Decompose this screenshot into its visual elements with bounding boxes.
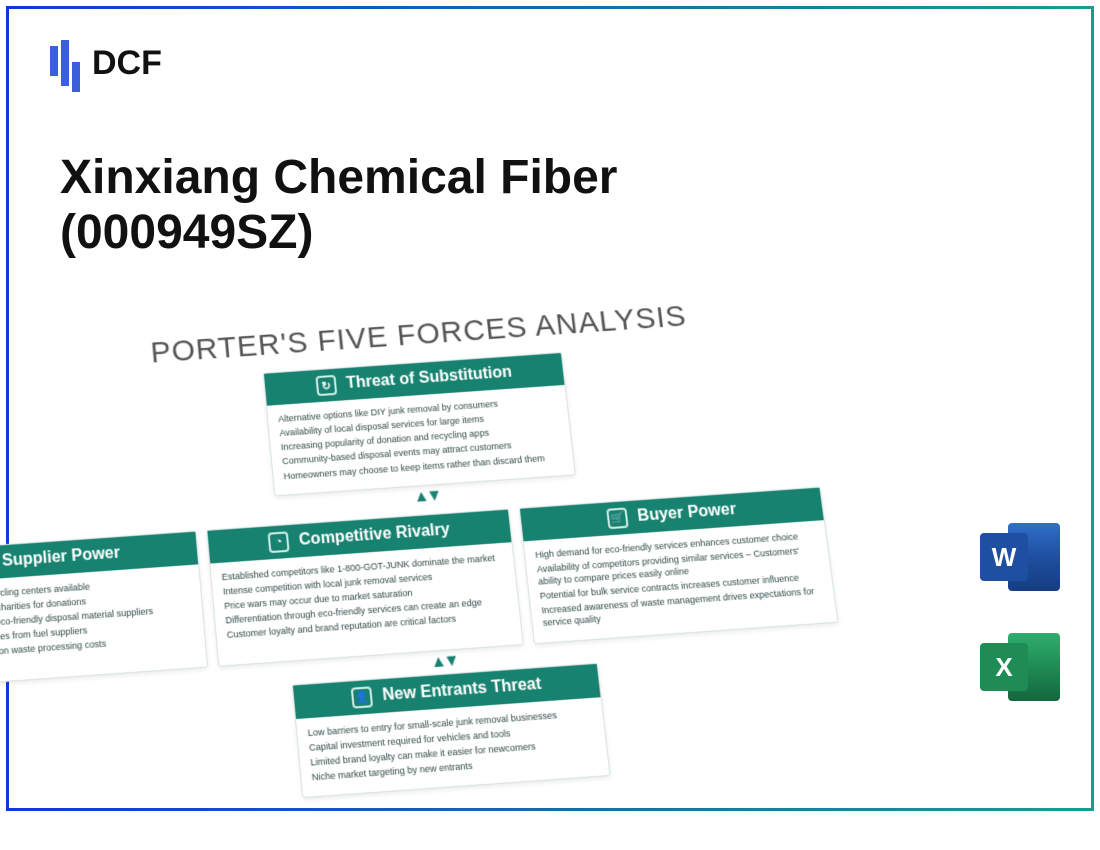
card-rivalry-title: Competitive Rivalry [298,521,451,550]
buyer-icon: 🛒 [606,507,629,529]
title-line-2: (000949SZ) [60,205,617,260]
word-icon-letter: W [980,533,1028,581]
card-substitution: ↻ Threat of Substitution Alternative opt… [263,352,576,496]
recycle-icon: ↻ [315,375,337,396]
card-substitution-title: Threat of Substitution [345,364,513,394]
page-title: Xinxiang Chemical Fiber (000949SZ) [60,150,617,260]
dcf-logo-text: DCF [92,44,162,83]
entrants-icon: 👤 [351,686,373,708]
excel-icon[interactable]: X [980,627,1060,707]
app-icons: W X [980,517,1060,707]
card-entrants-title: New Entrants Threat [382,675,543,705]
card-supplier-title: Supplier Power [1,544,120,571]
card-buyer-title: Buyer Power [637,500,738,525]
title-line-1: Xinxiang Chemical Fiber [60,150,617,205]
card-supplier-body: Limited number of recycling centers avai… [0,564,206,677]
dcf-logo-bars [50,40,80,86]
card-supplier: ⮐ Supplier Power Limited number of recyc… [0,530,208,689]
card-buyer-body: High demand for eco-friendly services en… [524,520,838,643]
word-icon[interactable]: W [980,517,1060,597]
card-entrants: 👤 New Entrants Threat Low barriers to en… [292,662,611,798]
porters-diagram: PORTER'S FIVE FORCES ANALYSIS ↻ Threat o… [0,288,921,844]
dcf-logo: DCF [50,40,162,86]
card-buyer: 🛒 Buyer Power High demand for eco-friend… [519,486,839,644]
excel-icon-letter: X [980,643,1028,691]
rivalry-icon: ◔ [268,531,290,553]
card-rivalry: ◔ Competitive Rivalry Established compet… [206,508,523,666]
